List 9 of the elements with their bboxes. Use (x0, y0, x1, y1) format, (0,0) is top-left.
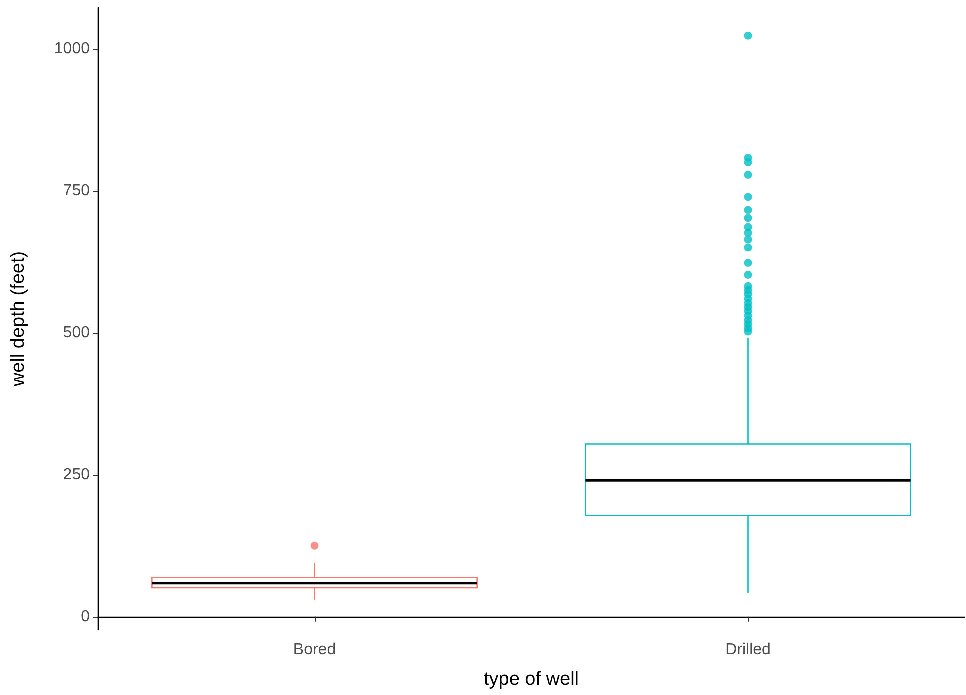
x-tick-label: Bored (293, 642, 336, 658)
y-tick-label: 250 (63, 466, 90, 484)
y-tick-label: 750 (63, 182, 90, 200)
x-axis-title: type of well (484, 669, 580, 690)
y-tick-label: 500 (63, 324, 90, 342)
y-axis-title: well depth (feet) (8, 251, 29, 388)
y-tick-label: 1000 (54, 40, 90, 58)
y-tick-label: 0 (81, 608, 90, 626)
x-tick-label: Drilled (726, 642, 771, 658)
